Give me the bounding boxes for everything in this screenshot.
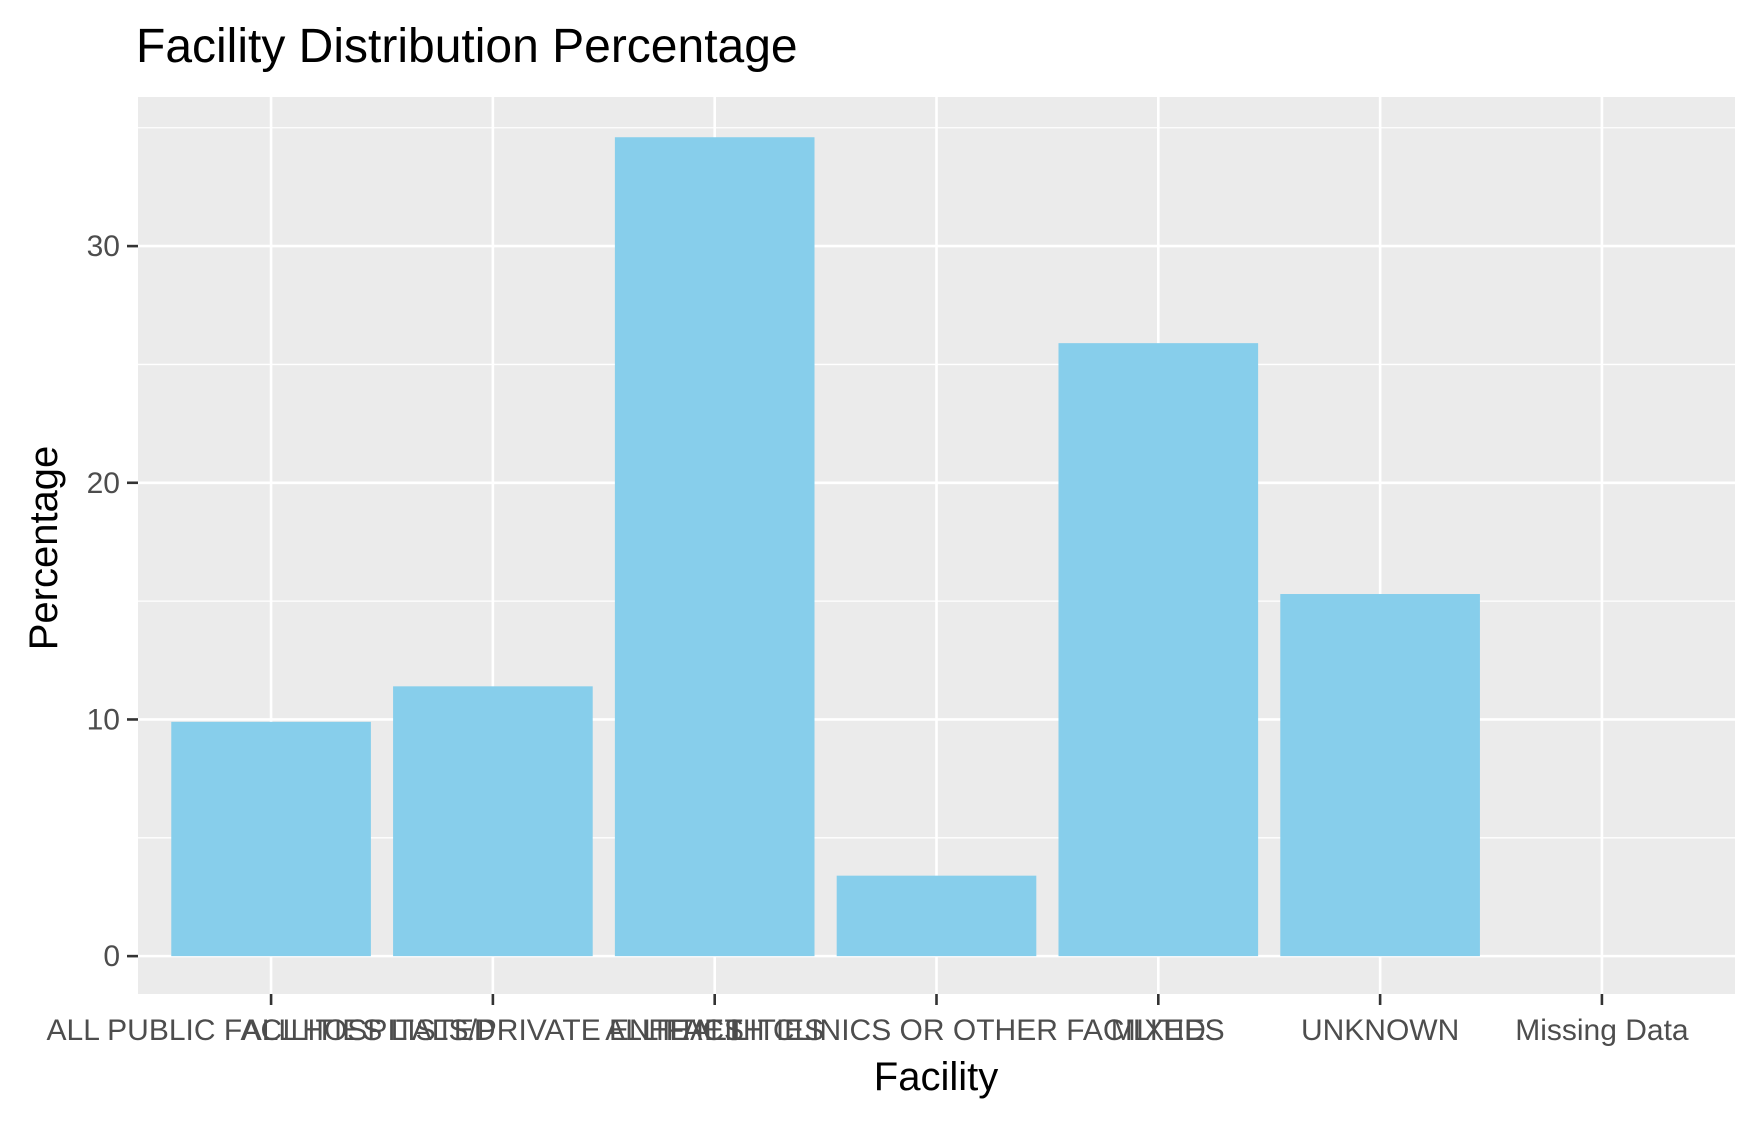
bar	[1058, 343, 1259, 957]
x-tick-label: MIXED	[1111, 1014, 1206, 1047]
x-tick-label: ALL HOSPITALS/PRIVATE ENTITIES	[242, 1014, 744, 1047]
bar	[836, 875, 1037, 957]
y-tick-label: 10	[87, 703, 120, 736]
x-tick-label: Missing Data	[1515, 1014, 1689, 1047]
y-axis: 0 10 20 30	[87, 230, 138, 973]
x-tick-label: ALL FACILITIES	[605, 1014, 824, 1047]
chart-title: Facility Distribution Percentage	[136, 20, 798, 73]
x-tick-label: HEALTH CLINICS OR OTHER FACILITIES	[648, 1014, 1224, 1047]
y-tick-label: 20	[87, 467, 120, 500]
bar	[614, 137, 815, 957]
bar	[1280, 594, 1480, 957]
x-tick-label: ALL PUBLIC FACILITIES LISTED	[47, 1014, 496, 1047]
y-tick-label: 30	[87, 230, 120, 263]
y-tick-label: 0	[103, 940, 120, 973]
y-axis-title: Percentage	[22, 446, 66, 651]
bar	[171, 721, 371, 957]
x-axis-title: Facility	[874, 1055, 998, 1099]
x-tick-label: UNKNOWN	[1301, 1014, 1459, 1047]
bar	[393, 686, 593, 957]
bars	[171, 137, 1480, 957]
